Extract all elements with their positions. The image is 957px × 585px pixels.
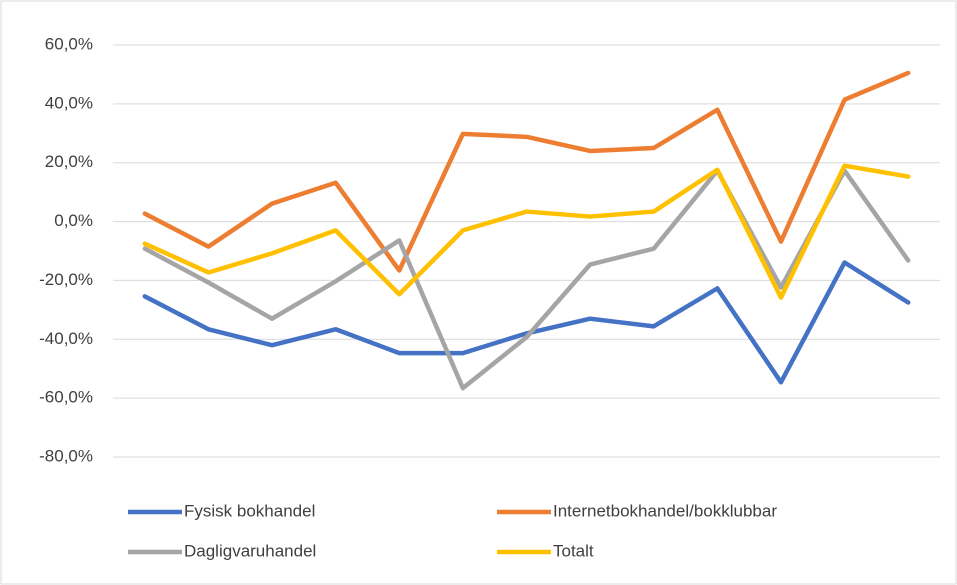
- y-tick-label: -20,0%: [39, 270, 93, 289]
- y-tick-label: 40,0%: [45, 93, 93, 112]
- legend-label: Dagligvaruhandel: [184, 541, 316, 560]
- legend-label: Internetbokhandel/bokklubbar: [553, 501, 777, 520]
- y-tick-label: 60,0%: [45, 34, 93, 53]
- line-series: [142, 168, 911, 391]
- line-series: [142, 70, 911, 273]
- line-series: [142, 260, 911, 385]
- y-tick-label: -40,0%: [39, 329, 93, 348]
- legend-label: Totalt: [553, 541, 594, 560]
- y-tick-label: 0,0%: [54, 211, 93, 230]
- y-tick-label: -60,0%: [39, 388, 93, 407]
- y-tick-label: 20,0%: [45, 152, 93, 171]
- legend-label: Fysisk bokhandel: [184, 501, 315, 520]
- y-tick-label: -80,0%: [39, 446, 93, 465]
- line-series: [142, 163, 911, 300]
